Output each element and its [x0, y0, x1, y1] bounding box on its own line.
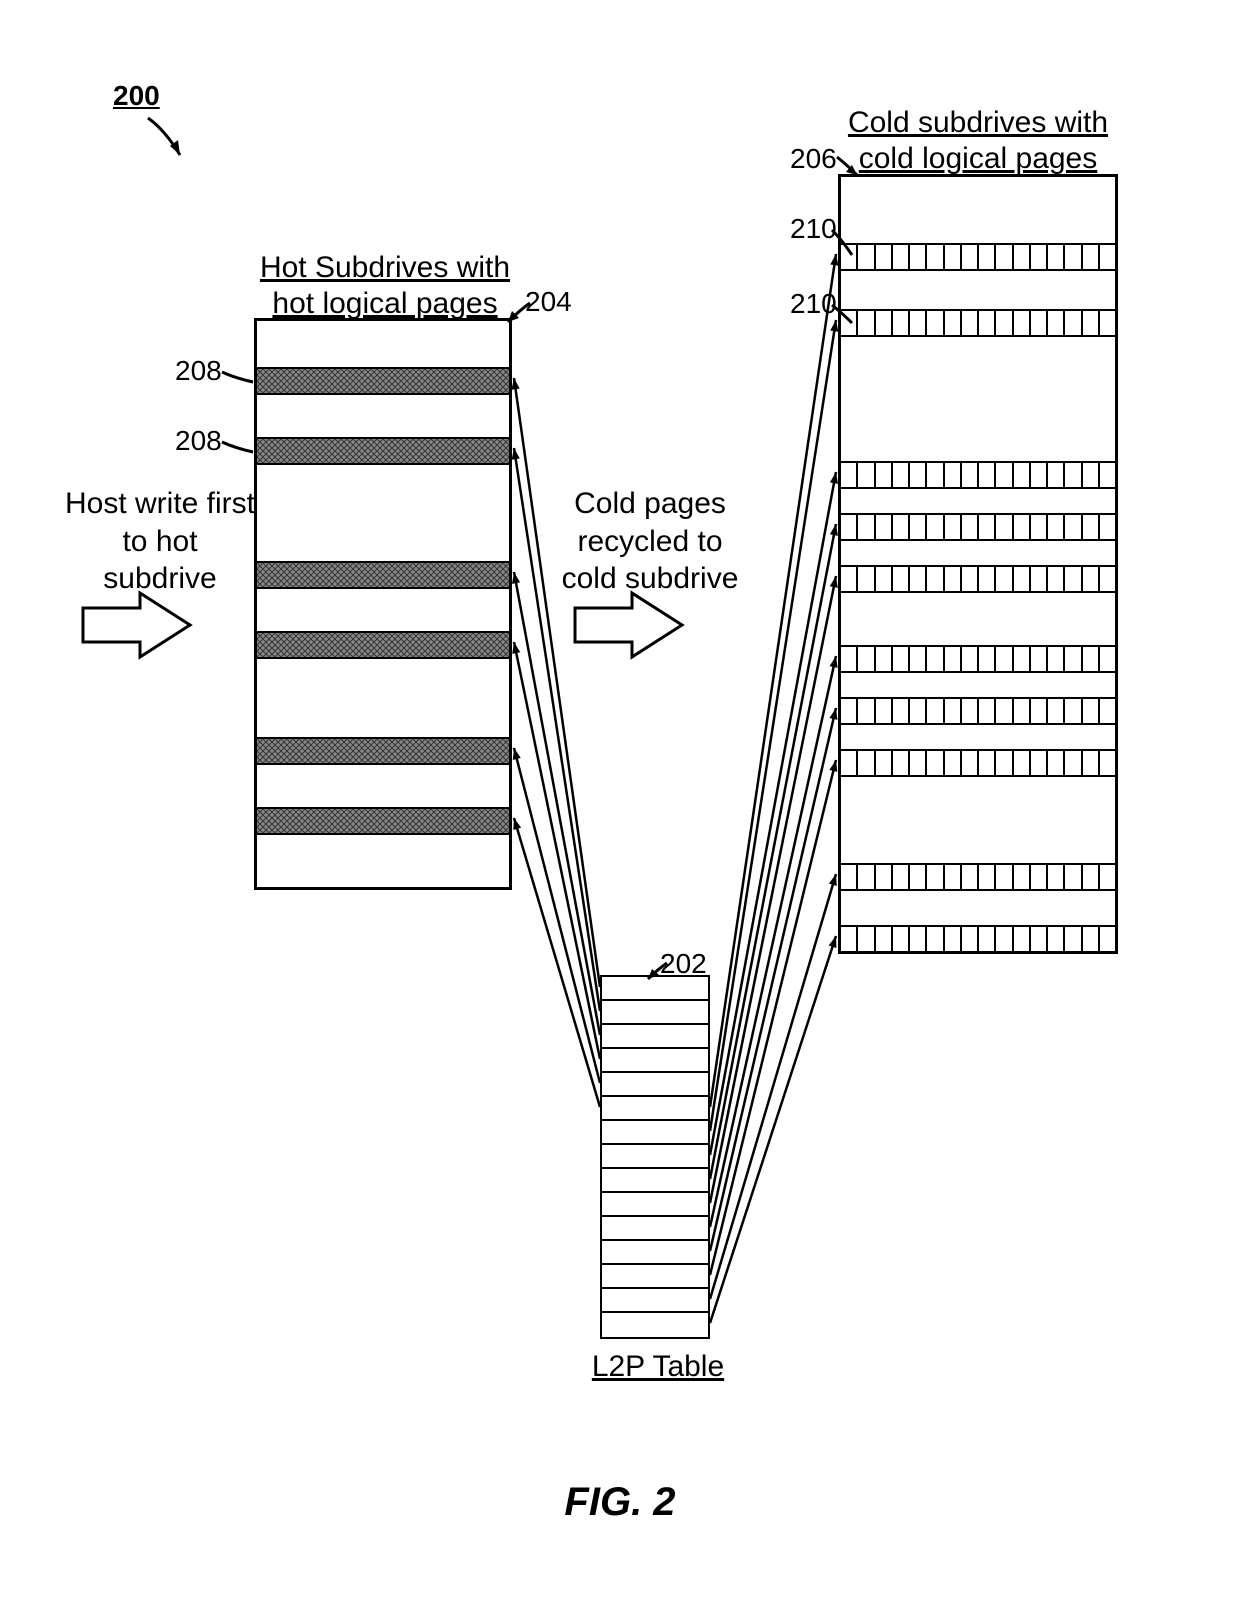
cold-page	[841, 565, 1115, 593]
hot-page	[257, 437, 509, 465]
l2p-row	[602, 1289, 708, 1313]
cold-subdrive-title: Cold subdrives with cold logical pages	[828, 105, 1128, 177]
l2p-row	[602, 977, 708, 1001]
ref-200-leader	[140, 110, 200, 170]
l2p-row	[602, 1169, 708, 1193]
cold-page	[841, 513, 1115, 541]
cold-page	[841, 925, 1115, 953]
ref-210a: 210	[790, 213, 837, 245]
hot-page	[257, 737, 509, 765]
hot-subdrive-box	[254, 318, 512, 890]
cold-page	[841, 749, 1115, 777]
l2p-row	[602, 1145, 708, 1169]
cold-page	[841, 645, 1115, 673]
l2p-row	[602, 1313, 708, 1337]
host-write-text: Host write first to hot subdrive	[60, 485, 260, 598]
l2p-row	[602, 1193, 708, 1217]
l2p-row	[602, 1073, 708, 1097]
l2p-row	[602, 1025, 708, 1049]
cold-page	[841, 863, 1115, 891]
l2p-row	[602, 1049, 708, 1073]
host-write-arrow-icon	[78, 590, 198, 660]
l2p-row	[602, 1001, 708, 1025]
ref-208b: 208	[175, 425, 222, 457]
figure-label: FIG. 2	[0, 1480, 1240, 1525]
l2p-table-box	[600, 975, 710, 1339]
cold-subdrive-box	[838, 174, 1118, 954]
ref-210b: 210	[790, 288, 837, 320]
ref-206: 206	[790, 143, 837, 175]
l2p-row	[602, 1097, 708, 1121]
l2p-row	[602, 1265, 708, 1289]
ref-208a: 208	[175, 355, 222, 387]
hot-page	[257, 561, 509, 589]
ref-204: 204	[525, 286, 572, 318]
l2p-row	[602, 1217, 708, 1241]
recycle-arrow-icon	[570, 590, 690, 660]
l2p-label: L2P Table	[568, 1350, 748, 1384]
hot-page	[257, 807, 509, 835]
l2p-row	[602, 1121, 708, 1145]
ref-200: 200	[113, 80, 160, 112]
ref-202: 202	[660, 948, 707, 980]
hot-subdrive-title: Hot Subdrives with hot logical pages	[240, 250, 530, 322]
cold-page	[841, 697, 1115, 725]
cold-page	[841, 243, 1115, 271]
cold-page	[841, 309, 1115, 337]
cold-page	[841, 461, 1115, 489]
hot-page	[257, 367, 509, 395]
hot-page	[257, 631, 509, 659]
recycle-text: Cold pages recycled to cold subdrive	[545, 485, 755, 598]
l2p-row	[602, 1241, 708, 1265]
